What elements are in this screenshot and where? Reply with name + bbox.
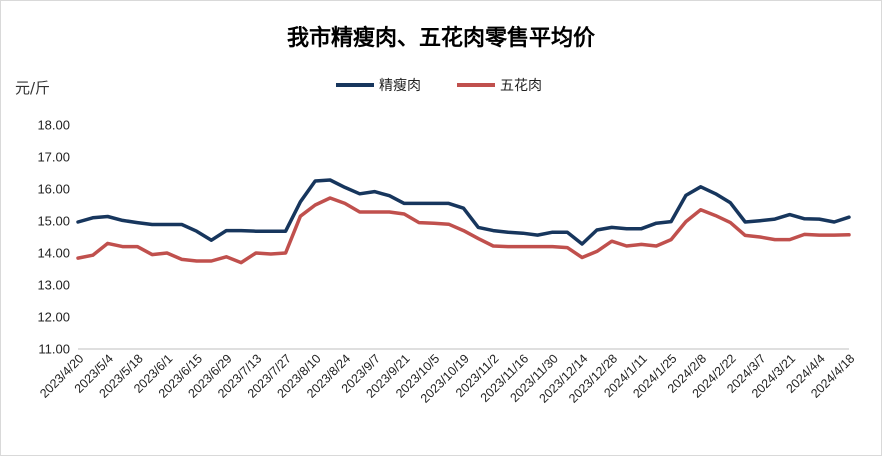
legend-label-pork-belly: 五花肉 xyxy=(500,78,542,94)
y-tick-label: 12.00 xyxy=(37,310,70,325)
y-tick-label: 16.00 xyxy=(37,182,70,197)
series-layer xyxy=(76,178,851,265)
legend: 精瘦肉 五花肉 xyxy=(336,77,542,94)
legend-item-pork-belly: 五花肉 xyxy=(457,78,542,94)
series-line-lean-pork xyxy=(76,178,851,246)
legend-item-lean-pork: 精瘦肉 xyxy=(336,77,421,94)
y-tick-label: 11.00 xyxy=(38,342,70,357)
y-tick-label: 18.00 xyxy=(37,118,70,133)
y-tick-label: 13.00 xyxy=(37,278,70,293)
y-axis: 11.00 12.00 13.00 14.00 15.00 16.00 17.00 18.00 xyxy=(37,118,70,357)
legend-label-lean-pork: 精瘦肉 xyxy=(379,77,421,94)
y-tick-label: 17.00 xyxy=(37,150,70,165)
series-line-pork-belly xyxy=(76,196,851,265)
y-unit-label: 元/斤 xyxy=(15,79,50,97)
y-tick-label: 14.00 xyxy=(37,246,70,261)
y-tick-label: 15.00 xyxy=(37,214,70,229)
x-axis: 2023/4/202023/5/42023/5/182023/6/12023/6… xyxy=(37,348,857,406)
chart-title: 我市精瘦肉、五花肉零售平均价 xyxy=(287,25,596,51)
